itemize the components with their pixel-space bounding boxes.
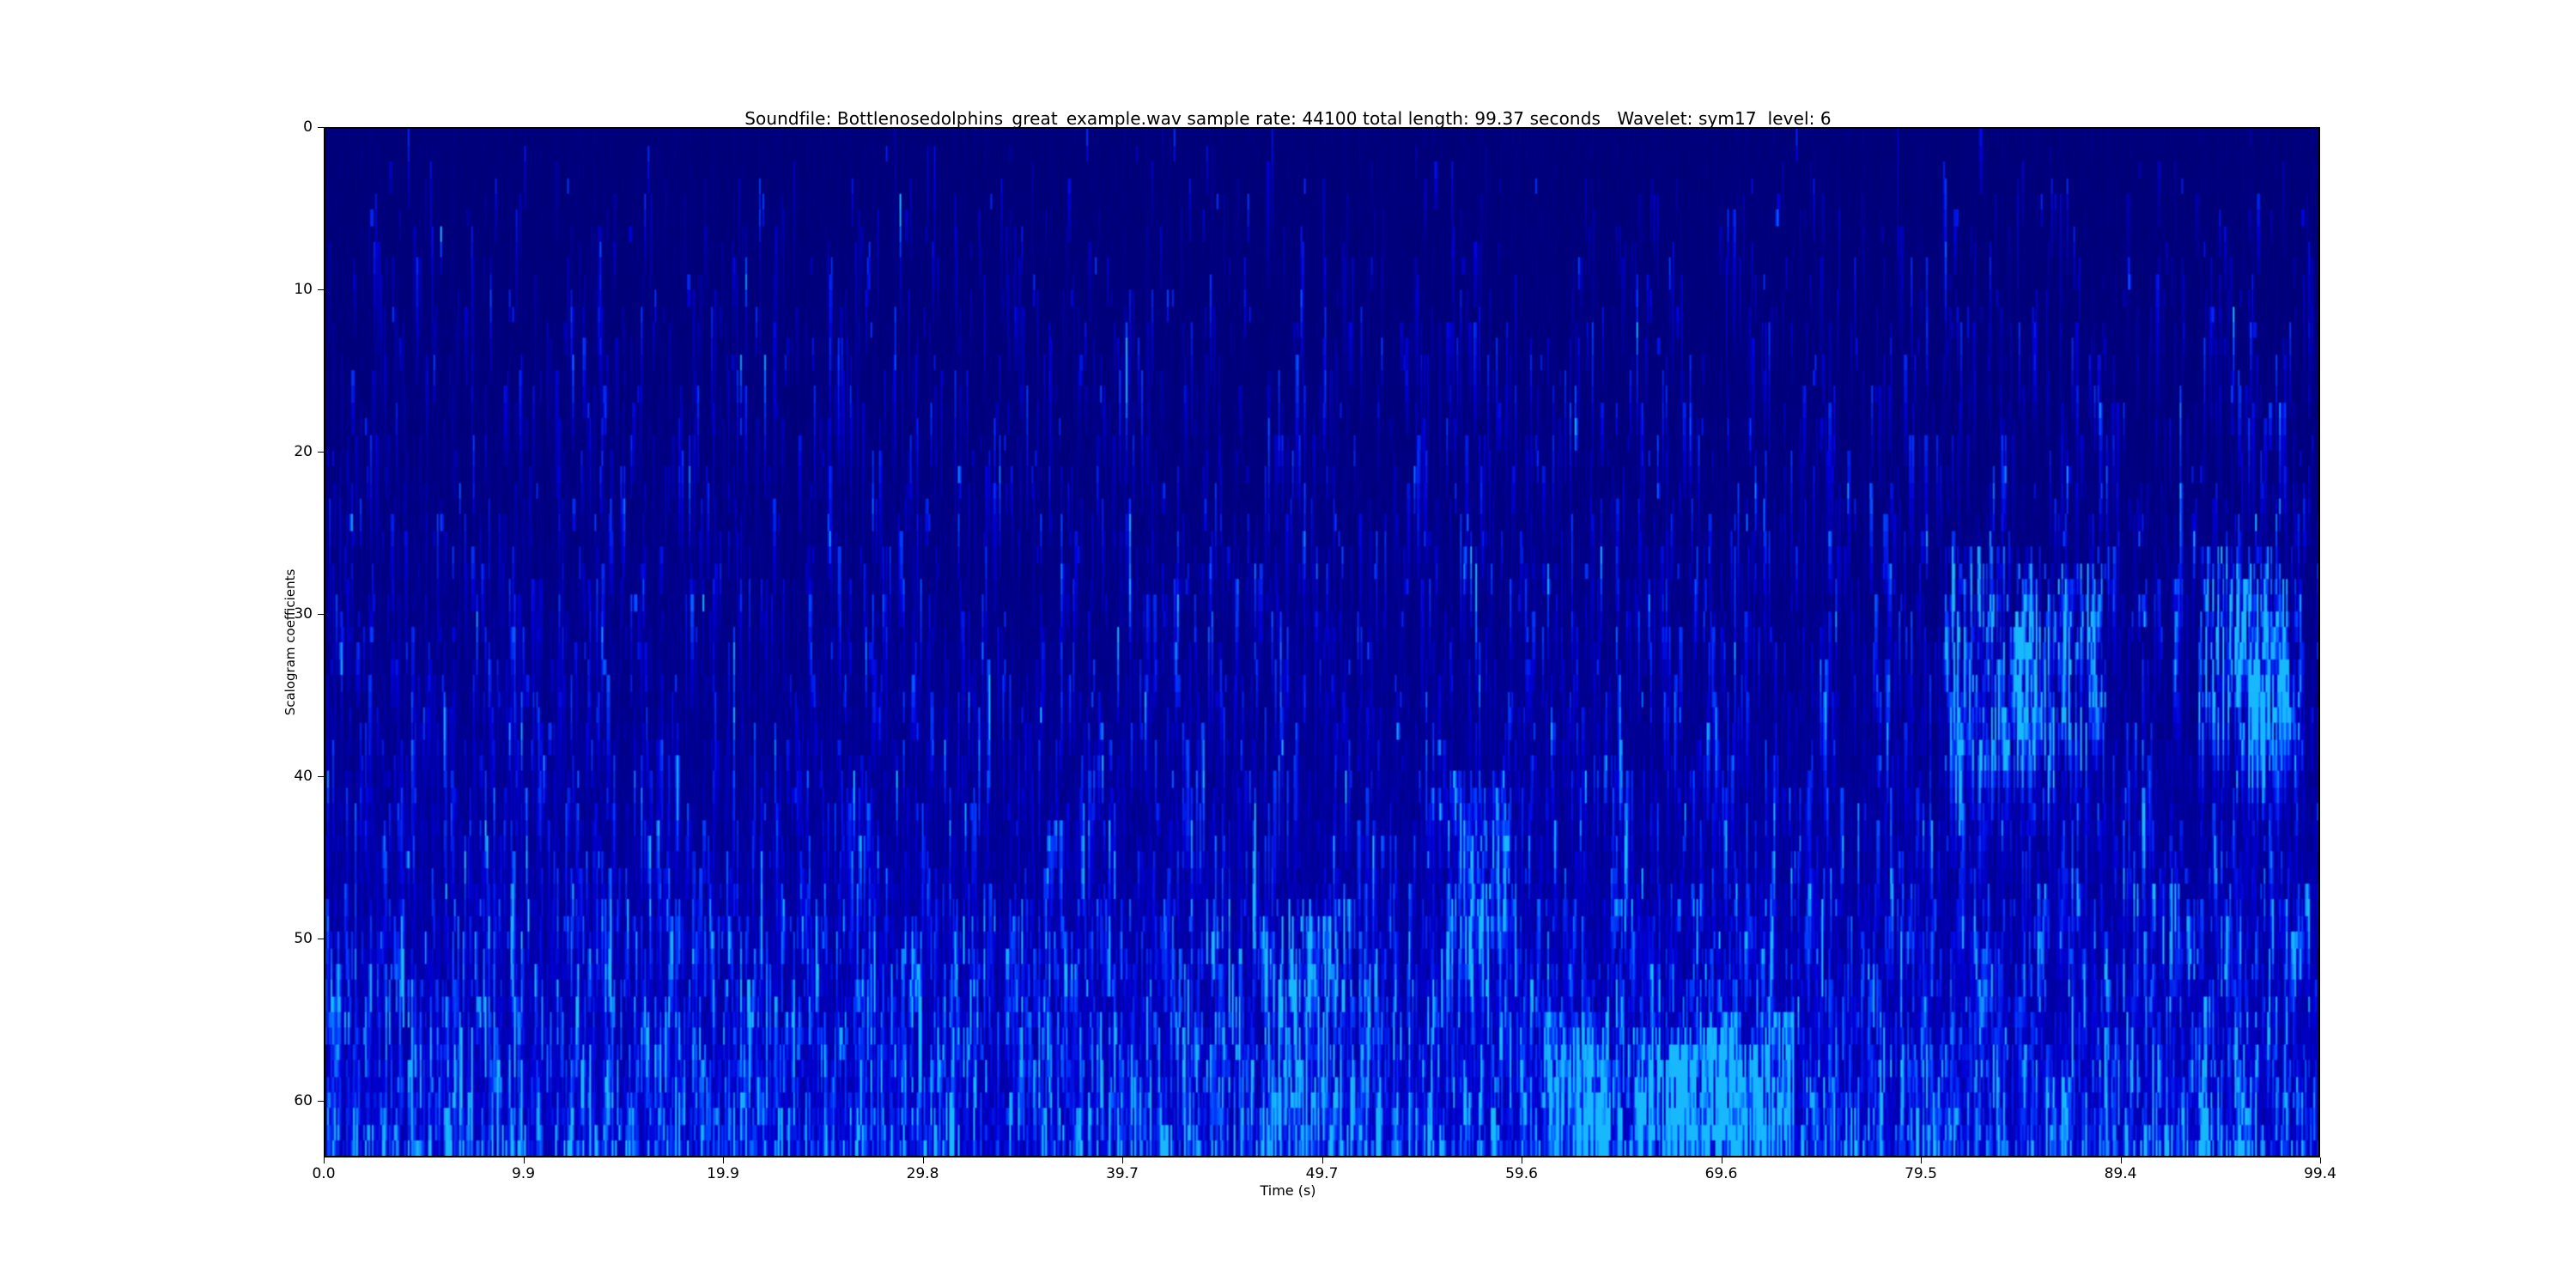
x-tick-mark bbox=[2320, 1157, 2321, 1163]
y-tick-mark bbox=[318, 451, 324, 453]
x-tick-label: 39.7 bbox=[1106, 1165, 1139, 1182]
x-axis-label: Time (s) bbox=[1260, 1182, 1316, 1199]
x-tick-mark bbox=[324, 1157, 325, 1163]
y-tick-label: 40 bbox=[294, 767, 313, 785]
x-tick-label: 9.9 bbox=[511, 1165, 536, 1182]
y-tick-label: 10 bbox=[294, 280, 313, 298]
y-tick-mark bbox=[318, 613, 324, 615]
y-tick-mark bbox=[318, 127, 324, 128]
x-tick-label: 69.6 bbox=[1704, 1165, 1738, 1182]
y-axis-label: Scalogram coefficients bbox=[283, 568, 298, 716]
y-tick-label: 30 bbox=[294, 605, 313, 623]
y-tick-mark bbox=[318, 289, 324, 290]
x-tick-label: 29.8 bbox=[906, 1165, 939, 1182]
x-tick-label: 19.9 bbox=[707, 1165, 739, 1182]
x-tick-label: 59.6 bbox=[1505, 1165, 1538, 1182]
x-tick-label: 89.4 bbox=[2104, 1165, 2137, 1182]
y-tick-mark bbox=[318, 775, 324, 777]
x-tick-mark bbox=[523, 1157, 525, 1163]
x-tick-mark bbox=[1921, 1157, 1922, 1163]
x-tick-mark bbox=[922, 1157, 924, 1163]
page-title: Soundfile: Bottlenosedolphins_great_exam… bbox=[744, 108, 1832, 129]
y-tick-label: 20 bbox=[294, 442, 313, 460]
x-tick-mark bbox=[1321, 1157, 1323, 1163]
x-tick-mark bbox=[2120, 1157, 2122, 1163]
y-tick-label: 50 bbox=[294, 929, 313, 947]
x-tick-label: 79.5 bbox=[1905, 1165, 1937, 1182]
x-tick-label: 49.7 bbox=[1305, 1165, 1339, 1182]
y-tick-label: 0 bbox=[303, 118, 313, 136]
y-tick-label: 60 bbox=[294, 1091, 313, 1109]
scalogram-plot-area[interactable] bbox=[324, 127, 2320, 1157]
x-tick-mark bbox=[723, 1157, 724, 1163]
x-tick-label: 0.0 bbox=[312, 1165, 336, 1182]
x-tick-mark bbox=[1122, 1157, 1123, 1163]
x-tick-label: 99.4 bbox=[2304, 1165, 2336, 1182]
scalogram-heatmap bbox=[325, 129, 2318, 1156]
y-tick-mark bbox=[318, 1100, 324, 1102]
